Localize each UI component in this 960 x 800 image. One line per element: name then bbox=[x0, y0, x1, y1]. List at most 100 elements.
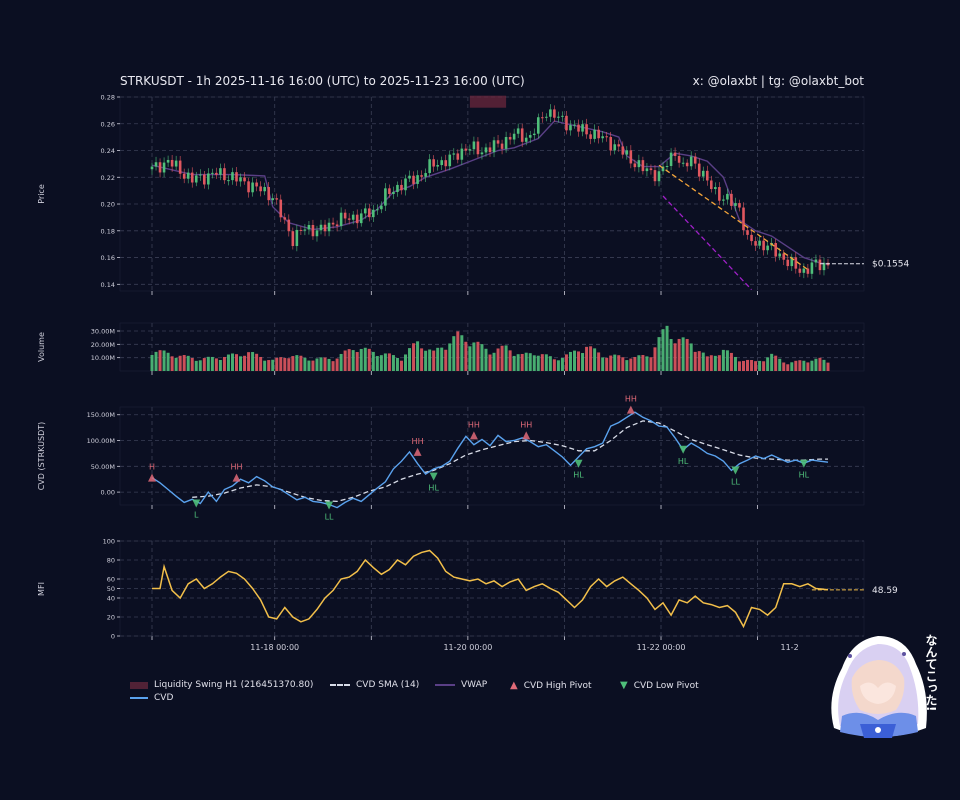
price-axis-label: Price bbox=[37, 184, 46, 204]
candle-body bbox=[681, 162, 685, 164]
volume-axis-label: Volume bbox=[37, 332, 46, 362]
volume-bar bbox=[758, 360, 762, 371]
volume-bar bbox=[395, 357, 399, 371]
candle-body bbox=[215, 172, 218, 175]
volume-bar bbox=[581, 353, 585, 371]
volume-bar bbox=[387, 353, 391, 371]
legend-item-high-pivot: ▲ CVD High Pivot bbox=[510, 680, 592, 691]
cvd-low-pivot-marker bbox=[429, 472, 438, 481]
volume-bar bbox=[500, 345, 504, 371]
candle-body bbox=[557, 116, 560, 118]
cvd-high-pivot-marker bbox=[232, 473, 241, 482]
candle-body bbox=[661, 166, 665, 172]
volume-bar bbox=[420, 348, 424, 371]
volume-bar bbox=[673, 343, 677, 371]
volume-bar bbox=[166, 352, 170, 371]
volume-bar bbox=[721, 349, 725, 371]
volume-bar bbox=[806, 362, 810, 371]
candle-body bbox=[472, 141, 476, 150]
volume-bar bbox=[255, 353, 259, 371]
volume-bar bbox=[222, 356, 226, 371]
volume-bar bbox=[746, 359, 750, 371]
x-tick-label: 11-18 00:00 bbox=[250, 643, 299, 652]
candle-body bbox=[645, 168, 649, 172]
legend-item-vwap: VWAP bbox=[435, 680, 487, 690]
candle-body bbox=[500, 143, 504, 149]
candle-body bbox=[653, 170, 657, 182]
cvd-low-pivot-label: HL bbox=[573, 471, 584, 480]
cvd-sma-swatch bbox=[330, 684, 350, 686]
legend-label-cvd-sma: CVD SMA (14) bbox=[356, 680, 420, 690]
legend-item-low-pivot: ▼ CVD Low Pivot bbox=[620, 680, 699, 691]
last-mfi-label: 48.59 bbox=[872, 586, 898, 596]
volume-bar bbox=[214, 358, 218, 371]
volume-bar bbox=[182, 355, 186, 371]
volume-bar bbox=[778, 358, 782, 371]
volume-bar bbox=[263, 360, 267, 371]
last-price-label: $0.1554 bbox=[872, 260, 909, 270]
candle-body bbox=[701, 170, 705, 177]
volume-bar bbox=[307, 360, 311, 371]
trendline-lower bbox=[662, 195, 753, 291]
mfi-line bbox=[152, 549, 829, 629]
candle-body bbox=[279, 199, 283, 218]
volume-bar bbox=[186, 355, 190, 371]
candle-body bbox=[516, 128, 520, 134]
candle-body bbox=[496, 140, 500, 144]
candle-body bbox=[536, 117, 540, 134]
cvd-high-pivot-label: H bbox=[149, 463, 155, 472]
volume-bar bbox=[351, 350, 355, 371]
high-pivot-icon: ▲ bbox=[510, 680, 518, 691]
mascot-sticker: なんてこった! bbox=[820, 628, 948, 747]
legend-item-cvd-sma: CVD SMA (14) bbox=[330, 680, 419, 690]
volume-bar bbox=[323, 357, 327, 371]
candle-body bbox=[412, 175, 415, 184]
volume-bar bbox=[814, 358, 818, 371]
volume-bar bbox=[158, 350, 162, 371]
candle-body bbox=[705, 170, 709, 181]
volume-bar bbox=[786, 364, 790, 371]
volume-bar bbox=[311, 360, 315, 371]
candle-body bbox=[484, 147, 488, 153]
candle-body bbox=[790, 257, 794, 267]
volume-bar bbox=[645, 356, 649, 371]
cvd-low-pivot-marker bbox=[731, 466, 740, 475]
volume-bar bbox=[585, 346, 589, 371]
candle-body bbox=[235, 172, 238, 182]
volume-bar bbox=[790, 362, 794, 371]
volume-bar bbox=[194, 360, 198, 371]
volume-bar bbox=[641, 355, 645, 371]
candle-body bbox=[508, 137, 512, 140]
cvd-low-pivot-marker bbox=[192, 499, 201, 508]
volume-bar bbox=[689, 343, 693, 371]
candle-body bbox=[295, 229, 299, 247]
x-tick-label: 11-2 bbox=[781, 643, 799, 652]
candle-body bbox=[291, 231, 295, 247]
volume-bar bbox=[613, 354, 617, 371]
candle-body bbox=[380, 205, 383, 210]
candle-body bbox=[665, 165, 669, 167]
volume-bar bbox=[218, 359, 222, 371]
volume-bar bbox=[464, 341, 468, 371]
volume-bar bbox=[279, 357, 283, 371]
cvd-low-pivot-marker bbox=[799, 459, 808, 468]
volume-bar bbox=[267, 360, 271, 371]
candle-body bbox=[762, 240, 765, 251]
volume-bar bbox=[573, 350, 576, 371]
candle-body bbox=[577, 124, 580, 132]
volume-bar bbox=[190, 357, 194, 371]
volume-bar bbox=[359, 348, 363, 371]
candle-body bbox=[311, 224, 315, 237]
liquidity-swatch bbox=[130, 681, 148, 689]
volume-bar bbox=[476, 341, 480, 371]
volume-bar bbox=[283, 357, 287, 371]
volume-bar bbox=[774, 355, 778, 371]
volume-bar bbox=[625, 360, 629, 371]
candle-body bbox=[806, 268, 810, 274]
candle-body bbox=[335, 224, 339, 227]
volume-bar bbox=[504, 345, 508, 371]
candle-body bbox=[794, 257, 798, 269]
candle-body bbox=[287, 219, 291, 232]
candle-body bbox=[504, 137, 508, 149]
candle-body bbox=[251, 182, 254, 193]
